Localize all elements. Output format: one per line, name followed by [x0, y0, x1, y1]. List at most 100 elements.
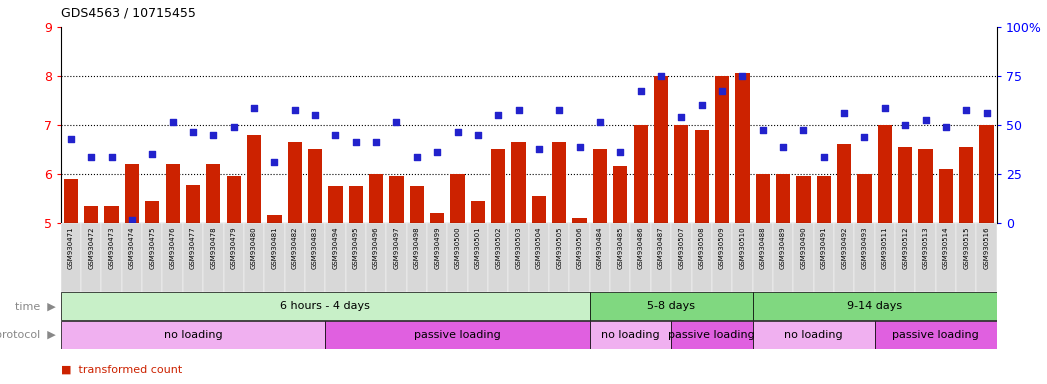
- Point: [307, 112, 324, 118]
- Text: GSM930509: GSM930509: [719, 226, 725, 269]
- Point: [958, 107, 975, 113]
- Point: [734, 73, 751, 79]
- Bar: [427, 223, 447, 292]
- Bar: [366, 223, 386, 292]
- Bar: [633, 125, 648, 223]
- Text: GSM930478: GSM930478: [210, 226, 217, 269]
- Point: [611, 149, 628, 155]
- Bar: [125, 164, 139, 223]
- Bar: [898, 147, 912, 223]
- Bar: [81, 223, 102, 292]
- Bar: [671, 321, 753, 349]
- Point: [408, 154, 425, 160]
- Bar: [226, 176, 241, 223]
- Text: 9-14 days: 9-14 days: [847, 301, 903, 311]
- Text: GSM930513: GSM930513: [922, 226, 929, 269]
- Bar: [614, 166, 627, 223]
- Bar: [753, 293, 997, 320]
- Point: [816, 154, 832, 160]
- Bar: [874, 223, 895, 292]
- Bar: [797, 176, 810, 223]
- Text: GSM930510: GSM930510: [739, 226, 745, 269]
- Bar: [64, 179, 79, 223]
- Bar: [895, 223, 915, 292]
- Bar: [203, 223, 223, 292]
- Text: GSM930474: GSM930474: [129, 226, 135, 269]
- Bar: [837, 144, 851, 223]
- Text: 5-8 days: 5-8 days: [647, 301, 695, 311]
- Bar: [447, 223, 468, 292]
- Point: [164, 119, 181, 126]
- Point: [917, 117, 934, 123]
- Text: GSM930490: GSM930490: [801, 226, 806, 269]
- Point: [348, 139, 364, 145]
- Bar: [877, 125, 892, 223]
- Text: passive loading: passive loading: [668, 330, 755, 340]
- Text: GSM930480: GSM930480: [251, 226, 257, 269]
- Bar: [671, 223, 691, 292]
- Bar: [874, 321, 997, 349]
- Bar: [509, 223, 529, 292]
- Bar: [450, 174, 465, 223]
- Bar: [142, 223, 162, 292]
- Bar: [468, 223, 488, 292]
- Text: GSM930471: GSM930471: [68, 226, 74, 269]
- Point: [83, 154, 99, 160]
- Text: GSM930498: GSM930498: [414, 226, 420, 269]
- Text: GSM930488: GSM930488: [760, 226, 765, 269]
- Point: [490, 112, 507, 118]
- Point: [429, 149, 446, 155]
- Bar: [630, 223, 651, 292]
- Bar: [593, 149, 607, 223]
- Point: [510, 107, 527, 113]
- Text: GSM930494: GSM930494: [333, 226, 338, 269]
- Point: [367, 139, 384, 145]
- Bar: [61, 293, 589, 320]
- Point: [143, 151, 160, 157]
- Bar: [488, 223, 509, 292]
- Bar: [406, 223, 427, 292]
- Bar: [610, 223, 630, 292]
- Text: ■  transformed count: ■ transformed count: [61, 365, 182, 375]
- Bar: [532, 196, 547, 223]
- Bar: [552, 142, 566, 223]
- Bar: [651, 223, 671, 292]
- Bar: [326, 223, 346, 292]
- Bar: [694, 130, 709, 223]
- Bar: [264, 223, 285, 292]
- Point: [897, 122, 914, 128]
- Text: GSM930493: GSM930493: [862, 226, 868, 269]
- Point: [714, 88, 731, 94]
- Bar: [979, 125, 994, 223]
- Bar: [61, 321, 326, 349]
- Point: [754, 127, 771, 133]
- Point: [449, 129, 466, 135]
- Point: [775, 144, 792, 150]
- Point: [225, 124, 242, 130]
- Bar: [105, 205, 118, 223]
- Text: GSM930481: GSM930481: [271, 226, 277, 269]
- Bar: [834, 223, 854, 292]
- Bar: [857, 174, 871, 223]
- Text: GSM930484: GSM930484: [597, 226, 603, 269]
- Bar: [715, 76, 729, 223]
- Bar: [589, 293, 753, 320]
- Point: [205, 131, 222, 138]
- Text: GSM930485: GSM930485: [618, 226, 623, 269]
- Point: [246, 104, 263, 111]
- Bar: [329, 186, 342, 223]
- Bar: [529, 223, 549, 292]
- Text: GSM930514: GSM930514: [943, 226, 949, 269]
- Bar: [854, 223, 874, 292]
- Bar: [206, 164, 221, 223]
- Bar: [288, 142, 302, 223]
- Bar: [817, 176, 831, 223]
- Text: no loading: no loading: [163, 330, 222, 340]
- Point: [673, 114, 690, 121]
- Text: GSM930506: GSM930506: [577, 226, 582, 269]
- Point: [572, 144, 588, 150]
- Text: 6 hours - 4 days: 6 hours - 4 days: [281, 301, 371, 311]
- Text: GSM930479: GSM930479: [230, 226, 237, 269]
- Bar: [244, 223, 264, 292]
- Point: [856, 134, 873, 140]
